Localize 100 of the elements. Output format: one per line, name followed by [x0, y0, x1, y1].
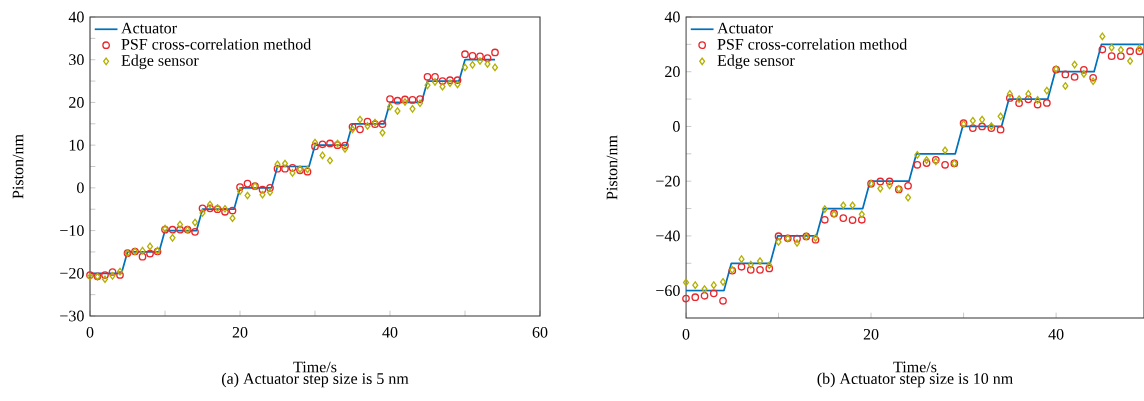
point [198, 204, 207, 213]
y-axis-title: Piston/nm [606, 135, 618, 200]
y-tick-label: −40 [656, 230, 680, 242]
point [146, 242, 154, 251]
point [228, 206, 237, 215]
point [737, 262, 746, 271]
point [236, 187, 244, 196]
point [839, 214, 848, 222]
point [914, 151, 921, 159]
point [941, 160, 949, 169]
point [793, 234, 801, 243]
point [682, 294, 690, 303]
legend-label: Actuator [121, 22, 177, 34]
point [876, 177, 885, 186]
point [379, 128, 386, 137]
point [483, 54, 492, 62]
point [236, 183, 244, 191]
point [775, 238, 782, 246]
point [1015, 99, 1023, 108]
point [454, 80, 461, 89]
point [476, 52, 484, 61]
point [191, 227, 199, 236]
point [1099, 32, 1106, 41]
text: (b) Actuator step size is 10 nm [817, 372, 1013, 388]
point [176, 220, 184, 229]
point [1061, 70, 1070, 79]
point [905, 193, 912, 202]
point [997, 112, 1004, 121]
point [439, 82, 446, 91]
x-tick-label: 20 [863, 328, 879, 340]
point [341, 145, 349, 153]
point [849, 201, 856, 210]
point [408, 96, 417, 104]
y-tick-label: 0 [673, 121, 680, 132]
y-tick-label: −60 [656, 285, 680, 297]
point [101, 271, 109, 279]
point [116, 271, 124, 279]
point [438, 77, 447, 85]
point [288, 163, 297, 172]
point [484, 60, 491, 68]
point [1080, 70, 1087, 78]
point [416, 95, 424, 103]
y-tick-label: 30 [69, 54, 84, 66]
point [1005, 94, 1014, 102]
point [356, 125, 364, 134]
point [491, 63, 499, 72]
point [461, 50, 469, 59]
point [1043, 86, 1050, 95]
point [258, 185, 267, 194]
point [1071, 60, 1078, 69]
y-tick-label: 0 [77, 182, 84, 194]
y-axis-title: Piston/nm [12, 134, 24, 199]
point [1033, 100, 1042, 109]
point [821, 205, 828, 213]
point [363, 117, 372, 126]
point [1070, 73, 1079, 81]
point [1034, 96, 1041, 104]
point [746, 265, 755, 274]
point [273, 164, 282, 173]
x-tick-label: 40 [1048, 328, 1064, 340]
point [138, 252, 147, 261]
point [394, 107, 401, 115]
point [719, 278, 727, 286]
point [1108, 43, 1115, 52]
point [266, 183, 274, 192]
point [424, 81, 431, 90]
legend-label: Edge sensor [121, 54, 199, 70]
point [139, 246, 146, 255]
point [1006, 90, 1013, 98]
point [793, 239, 801, 247]
point [979, 115, 986, 124]
point [996, 125, 1005, 134]
point [913, 160, 922, 169]
point [386, 95, 394, 103]
point [820, 215, 829, 224]
point [1025, 90, 1032, 98]
point [191, 218, 199, 227]
x-tick-label: 20 [232, 326, 248, 338]
point [968, 124, 977, 132]
point [747, 260, 754, 269]
point [318, 140, 327, 149]
point [431, 72, 439, 81]
legend-label: PSF cross-correlation method [717, 38, 908, 50]
point [319, 151, 326, 160]
point [491, 48, 499, 57]
point [691, 293, 700, 302]
point [700, 291, 709, 300]
point [281, 164, 289, 173]
point [1016, 95, 1023, 103]
point [1042, 99, 1051, 107]
y-tick-label: 20 [69, 97, 84, 108]
x-axis-title: Time/s [293, 361, 337, 373]
point [386, 102, 394, 111]
point [101, 275, 109, 284]
point [378, 120, 387, 129]
point [461, 63, 469, 72]
y-tick-label: 10 [69, 139, 84, 151]
point [326, 139, 334, 148]
point [1127, 57, 1134, 65]
y-tick-label: 20 [665, 66, 680, 78]
